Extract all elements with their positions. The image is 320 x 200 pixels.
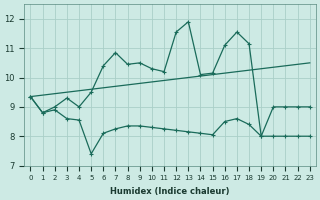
X-axis label: Humidex (Indice chaleur): Humidex (Indice chaleur) bbox=[110, 187, 230, 196]
